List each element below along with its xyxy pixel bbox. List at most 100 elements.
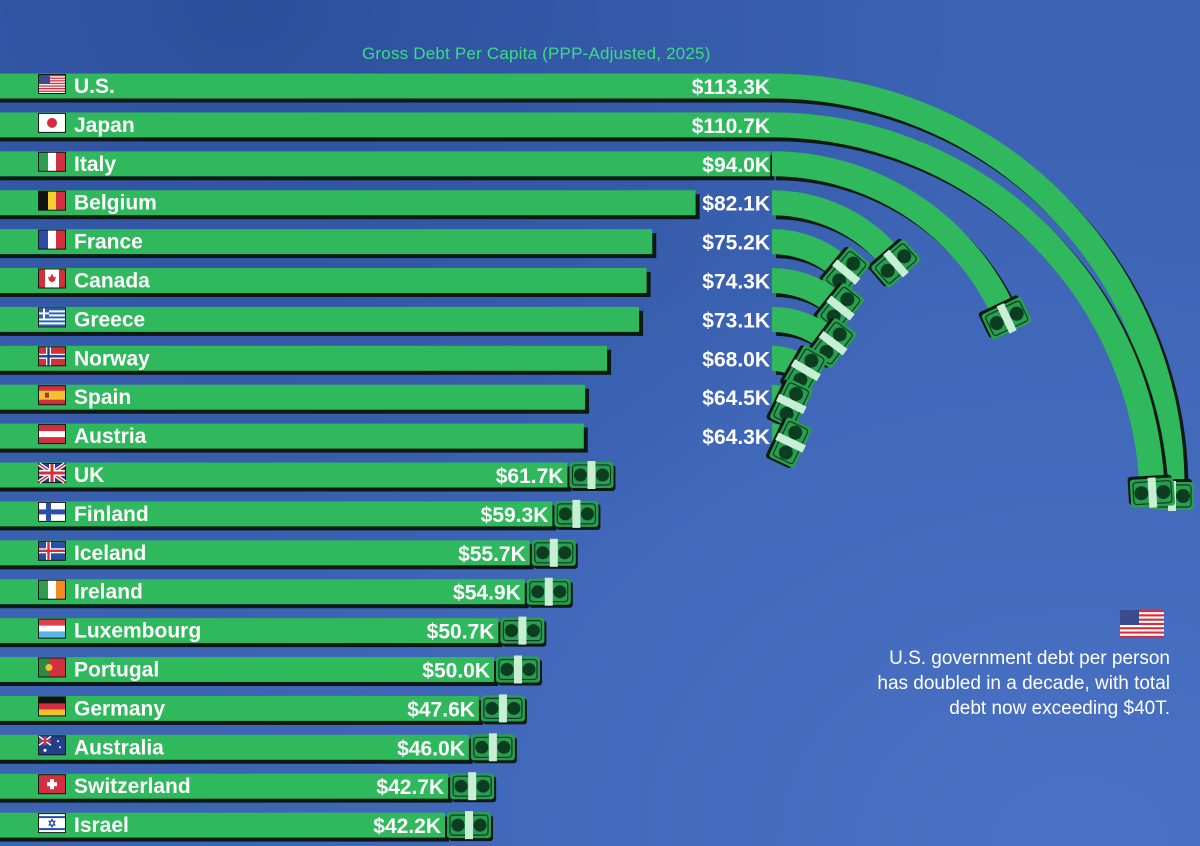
flag-icon-19 [38,813,66,834]
flag-icon-17 [38,735,66,756]
country-label-17: Australia [74,736,164,759]
bar-8 [0,384,586,410]
value-label-4: $75.2K [702,232,770,255]
value-label-1: $110.7K [692,115,770,138]
bar-5 [0,268,647,293]
bar-row-15: Portugal $50.0K [0,655,542,686]
flag-icon-15 [38,657,66,678]
flag-icon-8 [38,385,66,406]
bar-15 [0,657,494,682]
bar-row-10: UK $61.7K [0,461,616,492]
flag-icon-9 [38,424,66,445]
country-label-6: Greece [74,308,145,331]
bar-row-13: Ireland $54.9K [0,577,573,609]
bar-row-7: Norway $68.0K [0,345,828,396]
country-label-18: Switzerland [74,775,191,798]
bar-row-1: Japan $110.7K [0,112,1176,508]
us-flag-icon [1120,610,1164,638]
value-label-13: $54.9K [453,582,521,605]
bar-curve-3 [771,190,899,265]
flag-icon-12 [38,540,66,561]
country-label-12: Iceland [74,542,146,565]
flag-icon-7 [38,346,66,367]
country-label-5: Canada [74,270,150,293]
country-label-4: France [74,231,143,254]
country-label-10: UK [74,464,104,487]
bar-row-19: Israel $42.2K [0,811,494,842]
bar-9 [0,423,584,449]
flag-icon-1 [38,112,66,133]
bar-row-4: France $75.2K [0,229,870,297]
bar-7 [0,345,608,371]
country-label-13: Ireland [74,581,143,604]
bar-row-17: Australia $46.0K [0,733,517,764]
bar-10 [0,462,568,488]
value-label-0: $113.3K [692,76,770,99]
value-label-5: $74.3K [702,271,770,294]
bar-row-18: Switzerland $42.7K [0,772,497,803]
country-label-0: U.S. [74,75,115,98]
bar-row-6: Greece $73.1K [0,306,857,368]
value-label-3: $82.1K [702,193,770,216]
bar-row-0: U.S. $113.3K [0,73,1194,511]
bar-row-9: Austria $64.3K [0,417,812,468]
country-label-14: Luxembourg [74,620,201,643]
country-label-19: Israel [74,814,129,837]
flag-icon-18 [38,774,66,795]
value-label-19: $42.2K [373,815,441,838]
flag-icon-16 [38,696,66,717]
bar-row-3: Belgium $82.1K [0,190,921,288]
value-label-14: $50.7K [427,621,495,644]
country-label-11: Finland [74,503,149,526]
country-label-2: Italy [74,153,116,176]
value-label-2: $94.0K [702,154,770,177]
value-label-7: $68.0K [702,348,770,371]
value-label-9: $64.3K [702,426,770,449]
value-label-10: $61.7K [496,465,564,488]
value-label-17: $46.0K [397,737,465,760]
bar-4 [0,229,653,255]
flag-icon-10 [37,462,67,484]
country-label-15: Portugal [74,659,159,682]
bar-19 [0,812,446,838]
chart-title: Gross Debt Per Capita (PPP-Adjusted, 202… [362,44,711,63]
bar-0 [0,73,772,99]
country-label-8: Spain [74,386,131,409]
bar-curve-0 [771,73,1185,487]
bar-row-14: Luxembourg $50.7K [0,616,547,648]
value-label-12: $55.7K [458,543,526,566]
bar-16 [0,695,479,721]
value-label-6: $73.1K [702,309,770,332]
bar-6 [0,306,640,332]
flag-icon-0 [38,74,66,94]
bar-row-11: Finland $59.3K [0,499,601,531]
flag-icon-11 [38,501,66,522]
value-label-15: $50.0K [422,660,490,683]
bar-14 [0,618,499,644]
country-label-3: Belgium [74,192,157,215]
flag-icon-2 [38,151,66,172]
country-label-16: Germany [74,697,165,720]
country-label-1: Japan [74,114,135,137]
country-label-9: Austria [74,425,147,448]
flag-icon-6 [38,307,66,328]
flag-icon-3 [38,190,66,211]
bar-curve-1 [771,112,1165,484]
annotation-text: U.S. government debt per person has doub… [877,648,1170,719]
value-label-11: $59.3K [481,504,549,527]
country-label-7: Norway [74,347,150,370]
bar-row-16: Germany $47.6K [0,694,527,725]
bar-1 [0,112,772,138]
bar-11 [0,501,553,527]
bar-row-2: Italy $94.0K [0,151,1032,340]
bar-18 [0,773,449,799]
bar-row-8: Spain $64.5K [0,378,813,430]
flag-icon-14 [38,618,66,639]
bar-2 [0,151,771,177]
bar-13 [0,579,525,605]
flag-icon-13 [38,579,66,600]
bar-12 [0,540,530,566]
bar-3 [0,190,696,216]
bar-17 [0,734,469,760]
